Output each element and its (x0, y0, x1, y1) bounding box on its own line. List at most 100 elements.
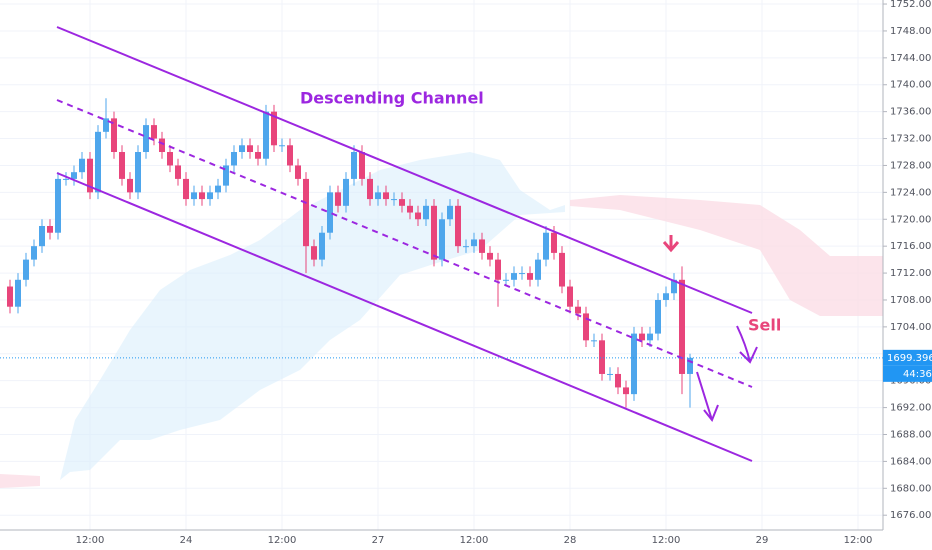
y-tick-label: 1716.000 (890, 241, 932, 252)
candle-body (95, 131, 101, 193)
candle-body (495, 259, 501, 280)
y-tick-label: 1708.000 (890, 295, 932, 306)
candle-body (631, 333, 637, 395)
last-price-box (883, 349, 932, 366)
candle-body (239, 145, 245, 153)
annotation: Descending Channel (300, 89, 484, 108)
candle-body (535, 259, 541, 280)
countdown-label: 44:36 (903, 369, 932, 380)
candle-body (111, 118, 117, 153)
candle-body (271, 111, 277, 146)
y-tick-label: 1720.000 (890, 214, 932, 225)
candle-body (607, 373, 613, 375)
countdown-box (883, 365, 932, 382)
candle-body (463, 246, 469, 248)
candles (7, 98, 693, 408)
candle-body (671, 279, 677, 294)
candle-body (79, 158, 85, 173)
channel-line (56, 172, 753, 462)
candle-body (135, 152, 141, 193)
candle-body (583, 313, 589, 341)
candle-body (359, 152, 365, 179)
candle-body (527, 273, 533, 280)
candle-body (175, 165, 181, 179)
candle-body (503, 279, 509, 281)
x-tick-label: 28 (564, 535, 577, 546)
candle-body (687, 357, 693, 374)
candle-body (263, 111, 269, 159)
candle-body (543, 232, 549, 260)
candle-body (431, 205, 437, 260)
candle-body (63, 178, 69, 180)
candle-body (599, 340, 605, 374)
x-tick-label: 27 (372, 535, 385, 546)
candle-body (575, 306, 581, 314)
y-tick-label: 1676.000 (890, 510, 932, 521)
arrow (736, 325, 758, 364)
candle-body (15, 279, 21, 307)
candle-body (303, 178, 309, 247)
y-tick-label: 1736.000 (890, 107, 932, 118)
x-tick-label: 29 (756, 535, 769, 546)
candle-body (343, 178, 349, 206)
candle-body (87, 158, 93, 193)
candle-body (455, 205, 461, 247)
candle-body (439, 219, 445, 260)
candle-body (663, 293, 669, 300)
candle-body (295, 165, 301, 179)
candle-body (199, 192, 205, 200)
candle-body (215, 185, 221, 193)
candle-body (119, 152, 125, 179)
candle-body (351, 152, 357, 179)
candle-body (383, 192, 389, 200)
candle-body (143, 125, 149, 153)
x-tick-label: 24 (180, 535, 193, 546)
candle-body (311, 246, 317, 260)
candle-body (279, 145, 285, 147)
arrow (662, 235, 680, 253)
candle-body (655, 299, 661, 334)
candle-body (567, 286, 573, 307)
x-tick-label: 12:00 (844, 535, 873, 546)
candle-body (615, 373, 621, 388)
candle-body (375, 192, 381, 200)
candle-body (519, 273, 525, 275)
candle-body (39, 225, 45, 247)
annotation: Sell (748, 316, 781, 335)
y-tick-label: 1680.000 (890, 483, 932, 494)
y-tick-label: 1740.000 (890, 80, 932, 91)
candle-body (159, 138, 165, 153)
candle-body (103, 118, 109, 132)
y-tick-label: 1712.000 (890, 268, 932, 279)
candle-body (183, 178, 189, 200)
candle-body (559, 252, 565, 287)
candle-body (207, 192, 213, 200)
last-price-label: 1699.396 (887, 353, 932, 364)
y-tick-label: 1744.000 (890, 53, 932, 64)
ichimoku-cloud (60, 152, 565, 480)
candle-body (511, 273, 517, 280)
y-tick-label: 1704.000 (890, 322, 932, 333)
y-tick-label: 1684.000 (890, 456, 932, 467)
channel-midline (56, 99, 753, 388)
candle-body (47, 225, 53, 233)
x-tick-label: 12:00 (652, 535, 681, 546)
candle-body (31, 246, 37, 260)
candle-body (391, 199, 397, 201)
candle-body (247, 145, 253, 153)
candle-body (319, 232, 325, 260)
candle-body (335, 192, 341, 206)
candle-body (639, 333, 645, 341)
x-tick-label: 12:00 (460, 535, 489, 546)
y-tick-label: 1748.000 (890, 26, 932, 37)
candle-body (287, 145, 293, 166)
candle-body (415, 212, 421, 220)
y-tick-label: 1724.000 (890, 187, 932, 198)
candle-body (679, 279, 685, 374)
candle-body (647, 333, 653, 341)
y-tick-label: 1752.000 (890, 0, 932, 10)
candle-body (551, 232, 557, 253)
candle-body (327, 192, 333, 233)
y-tick-label: 1688.000 (890, 429, 932, 440)
